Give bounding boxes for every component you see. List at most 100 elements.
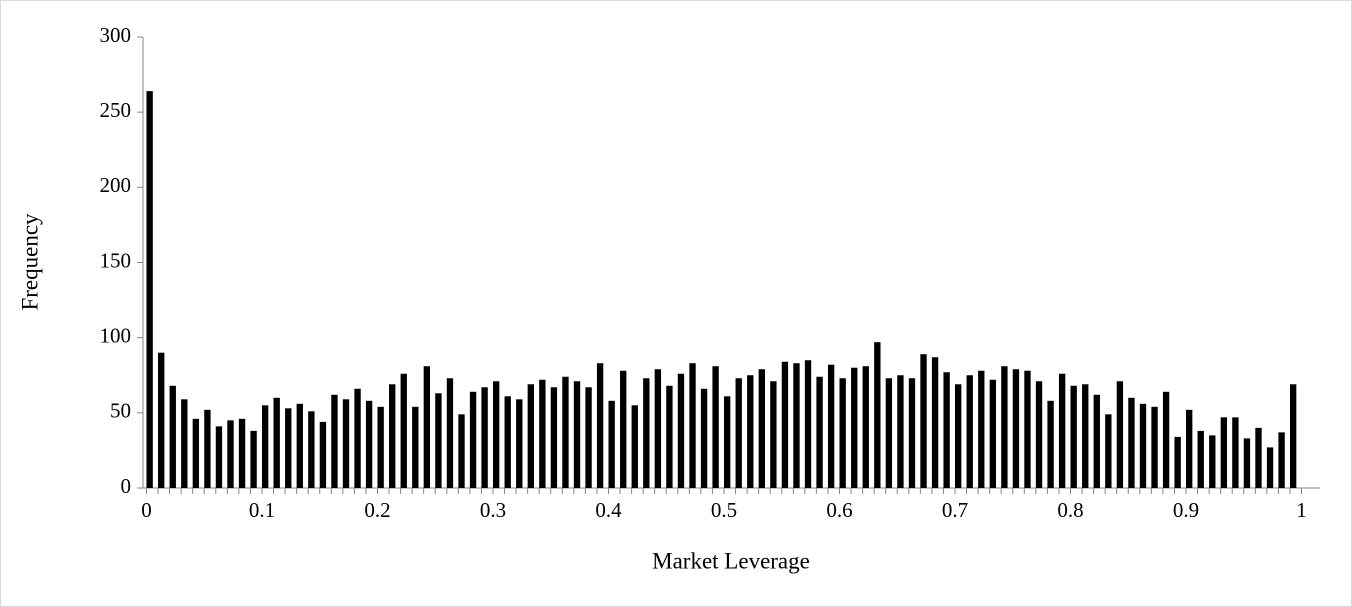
bar <box>458 414 465 488</box>
bar <box>1266 447 1274 488</box>
bar <box>308 411 315 488</box>
bar <box>989 379 997 488</box>
bar <box>1232 417 1239 488</box>
bar <box>331 394 338 488</box>
bar <box>1139 403 1147 488</box>
bar <box>342 399 350 488</box>
bar <box>1186 409 1193 488</box>
x-tick-label: 0.3 <box>480 498 506 522</box>
y-tick-label: 150 <box>100 248 132 272</box>
bar <box>1209 435 1216 488</box>
bar <box>504 396 511 488</box>
bar <box>1116 381 1124 488</box>
bar <box>1035 381 1043 488</box>
bar <box>1220 417 1228 488</box>
bar <box>389 384 396 488</box>
bar <box>238 418 246 488</box>
bar <box>920 354 927 488</box>
bar <box>943 372 950 488</box>
bar <box>908 378 916 488</box>
bar <box>435 393 442 488</box>
bar <box>192 418 200 488</box>
bar <box>550 387 558 488</box>
y-tick-label: 250 <box>100 98 132 122</box>
x-tick-label: 1 <box>1296 498 1307 522</box>
y-axis-label: Frequency <box>17 213 42 311</box>
bar <box>735 378 742 488</box>
bar <box>481 387 488 488</box>
bar <box>1289 384 1297 488</box>
y-tick-label: 200 <box>100 173 132 197</box>
bar <box>319 421 327 488</box>
y-tick-label: 50 <box>110 399 131 423</box>
bar <box>747 375 754 488</box>
bar <box>654 369 662 488</box>
bar <box>1105 414 1112 488</box>
bar <box>492 381 500 488</box>
bar <box>804 360 812 488</box>
bar <box>400 373 407 488</box>
bar <box>1093 394 1100 488</box>
x-tick-label: 0.6 <box>826 498 852 522</box>
bar <box>215 426 223 488</box>
bar <box>285 408 292 488</box>
bar <box>770 381 777 488</box>
x-tick-label: 0 <box>141 498 152 522</box>
bar <box>227 420 234 488</box>
bar <box>816 376 823 488</box>
bar <box>423 366 431 488</box>
bar <box>261 405 269 488</box>
bar <box>608 400 615 488</box>
bar <box>273 397 280 488</box>
x-axis-label: Market Leverage <box>652 548 810 573</box>
bar <box>862 366 869 488</box>
bar <box>758 369 765 488</box>
x-tick-label: 0.8 <box>1057 498 1083 522</box>
bar <box>1174 436 1181 488</box>
bar <box>781 361 789 488</box>
bar <box>723 396 731 488</box>
y-tick-label: 300 <box>100 23 132 47</box>
bar <box>446 378 454 488</box>
bar <box>146 91 153 489</box>
bar <box>851 367 858 488</box>
bar <box>377 406 384 488</box>
bar <box>827 364 835 488</box>
bar <box>1047 400 1054 488</box>
bar <box>539 379 546 488</box>
bar <box>978 370 985 488</box>
bar <box>966 375 973 488</box>
bar <box>469 391 477 488</box>
bar <box>700 388 708 488</box>
bar <box>1255 427 1262 488</box>
bar <box>666 385 673 488</box>
bar <box>631 405 638 488</box>
bar <box>596 363 604 488</box>
bar <box>562 376 569 488</box>
x-tick-label: 0.4 <box>595 498 622 522</box>
bar <box>1058 373 1066 488</box>
bar <box>931 357 939 488</box>
bar <box>516 399 523 488</box>
bar <box>365 400 373 488</box>
bar <box>204 409 211 488</box>
bar <box>354 388 361 488</box>
bar <box>689 363 696 488</box>
bar <box>1197 430 1204 488</box>
bar <box>1082 384 1089 488</box>
x-tick-label: 0.2 <box>364 498 390 522</box>
y-tick-label: 0 <box>121 474 132 498</box>
bar <box>885 378 893 488</box>
bar <box>1070 385 1077 488</box>
bar <box>1278 432 1285 488</box>
bar <box>296 403 303 488</box>
bar <box>620 370 627 488</box>
bar <box>158 352 165 488</box>
x-tick-label: 0.7 <box>942 498 968 522</box>
bar <box>1162 391 1170 488</box>
bar <box>712 366 719 488</box>
bar <box>874 342 881 488</box>
bar <box>1243 438 1251 488</box>
